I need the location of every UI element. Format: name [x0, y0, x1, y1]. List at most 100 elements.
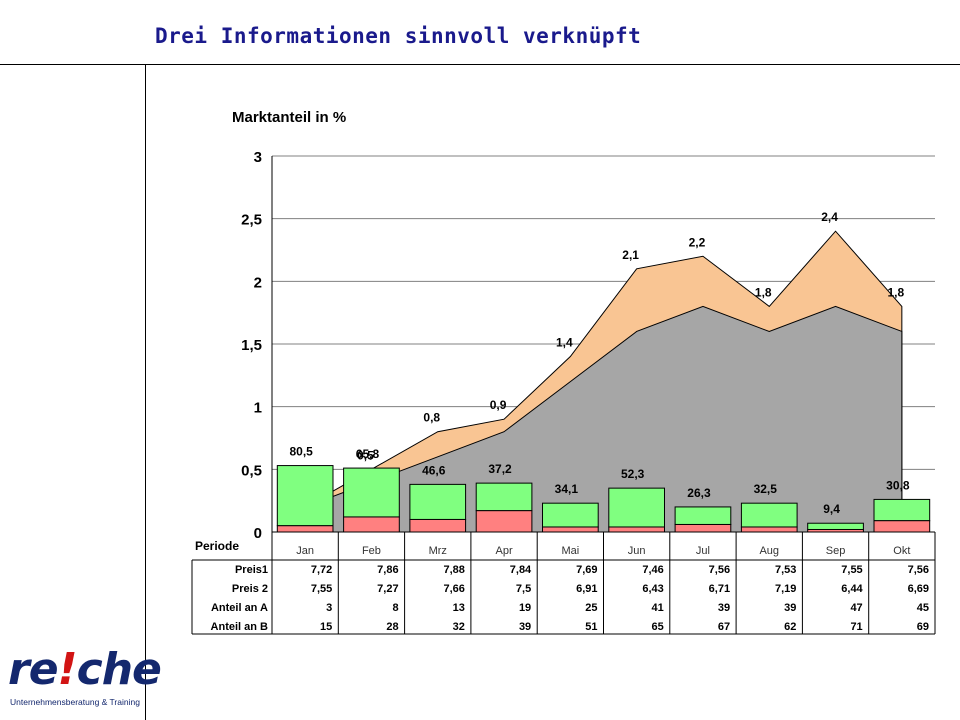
table-cell: 13 [453, 602, 465, 614]
area-value-label: 0,8 [423, 411, 440, 425]
bar-segment-green [674, 506, 732, 525]
table-cell: 71 [850, 621, 862, 633]
y-tick-label: 3 [254, 149, 262, 166]
y-tick-label: 1,5 [241, 337, 262, 354]
table-cell: 67 [718, 621, 730, 633]
bar-segment-red [409, 518, 467, 533]
area-value-label: 1,4 [556, 336, 573, 350]
bar-value-label: 52,3 [621, 467, 645, 481]
table-cell: 7,56 [908, 564, 929, 576]
table-cell: 7,55 [841, 564, 862, 576]
table-cell: 8 [392, 602, 398, 614]
table-row-label: Anteil an B [211, 621, 269, 633]
bar-segment-red [343, 516, 400, 533]
area-value-label: 2,4 [821, 210, 838, 224]
bar-value-label: 32,5 [754, 482, 778, 496]
x-category-label: Okt [893, 545, 910, 557]
x-category-label: Sep [826, 545, 846, 557]
area-value-label: 2,1 [622, 248, 639, 262]
x-category-label: Aug [759, 545, 779, 557]
bar-value-label: 26,3 [687, 486, 711, 500]
bar-value-label: 46,6 [422, 463, 446, 477]
x-category-label: Apr [495, 545, 512, 557]
company-logo: re!che Unternehmensberatung & Training [8, 644, 162, 712]
y-tick-label: 2,5 [241, 212, 262, 229]
table-cell: 7,84 [510, 564, 532, 576]
logo-part-prefix: re [8, 644, 59, 695]
bar-segment-green [343, 467, 400, 518]
table-cell: 15 [320, 621, 332, 633]
bar-segment-red [873, 520, 931, 533]
logo-part-mark: ! [57, 644, 78, 695]
area-value-label: 1,8 [888, 285, 905, 299]
table-cell: 7,53 [775, 564, 796, 576]
x-category-label: Jul [696, 545, 710, 557]
bar-segment-green [409, 483, 467, 520]
table-cell: 6,91 [576, 583, 597, 595]
table-cell: 6,71 [709, 583, 730, 595]
bar-segment-red [674, 523, 732, 533]
bar-segment-red [608, 526, 665, 533]
y-tick-label: 0,5 [241, 462, 262, 479]
bar-value-label: 80,5 [289, 445, 313, 459]
bar-value-label: 37,2 [488, 462, 512, 476]
bar-segment-red [740, 526, 798, 533]
table-header-label: Periode [195, 539, 239, 553]
table-cell: 7,66 [443, 583, 464, 595]
table-cell: 69 [917, 621, 929, 633]
table-cell: 39 [519, 621, 531, 633]
bar-segment-green [276, 465, 334, 527]
table-cell: 7,88 [443, 564, 464, 576]
table-cell: 51 [585, 621, 597, 633]
table-cell: 7,46 [642, 564, 663, 576]
x-category-label: Jan [296, 545, 314, 557]
table-cell: 7,55 [311, 583, 332, 595]
table-cell: 45 [917, 602, 929, 614]
table-cell: 19 [519, 602, 531, 614]
bar-segment-green [542, 502, 599, 528]
table-cell: 65 [652, 621, 664, 633]
table-cell: 7,27 [377, 583, 398, 595]
bar-segment-green [740, 502, 798, 528]
table-cell: 7,72 [311, 564, 332, 576]
table-cell: 28 [386, 621, 398, 633]
table-cell: 62 [784, 621, 796, 633]
table-cell: 7,69 [576, 564, 597, 576]
table-cell: 3 [326, 602, 332, 614]
table-cell: 47 [850, 602, 862, 614]
bar-segment-green [807, 522, 864, 530]
bar-value-label: 34,1 [555, 482, 579, 496]
bar-value-label: 30,8 [886, 478, 910, 492]
header-divider [0, 64, 960, 65]
bar-segment-green [873, 498, 931, 522]
slide-title: Drei Informationen sinnvoll verknüpft [155, 24, 642, 48]
y-tick-label: 0 [254, 525, 262, 542]
table-row-label: Preis1 [235, 564, 268, 576]
table-cell: 39 [784, 602, 796, 614]
area-value-label: 2,2 [689, 235, 706, 249]
table-cell: 25 [585, 602, 597, 614]
x-category-label: Mrz [429, 545, 447, 557]
area-value-label: 1,8 [755, 285, 772, 299]
sidebar-divider [145, 64, 146, 720]
bar-segment-green [475, 482, 533, 512]
table-cell: 7,86 [377, 564, 398, 576]
x-category-label: Jun [628, 545, 646, 557]
logo-wordmark: re!che [8, 644, 162, 696]
bar-value-label: 9,4 [823, 502, 840, 516]
x-category-label: Feb [362, 545, 381, 557]
table-cell: 32 [453, 621, 465, 633]
table-cell: 6,69 [908, 583, 929, 595]
y-tick-label: 1 [254, 400, 262, 417]
y-tick-label: 2 [254, 274, 262, 291]
table-row-label: Anteil an A [211, 602, 268, 614]
table-cell: 6,44 [841, 583, 863, 595]
logo-tagline: Unternehmensberatung & Training [10, 697, 140, 707]
area-value-label: 0,9 [490, 398, 507, 412]
table-cell: 39 [718, 602, 730, 614]
bar-segment-red [475, 510, 533, 533]
logo-part-suffix: che [76, 644, 162, 695]
table-cell: 7,19 [775, 583, 796, 595]
area-value-label: 0,5 [357, 448, 374, 462]
